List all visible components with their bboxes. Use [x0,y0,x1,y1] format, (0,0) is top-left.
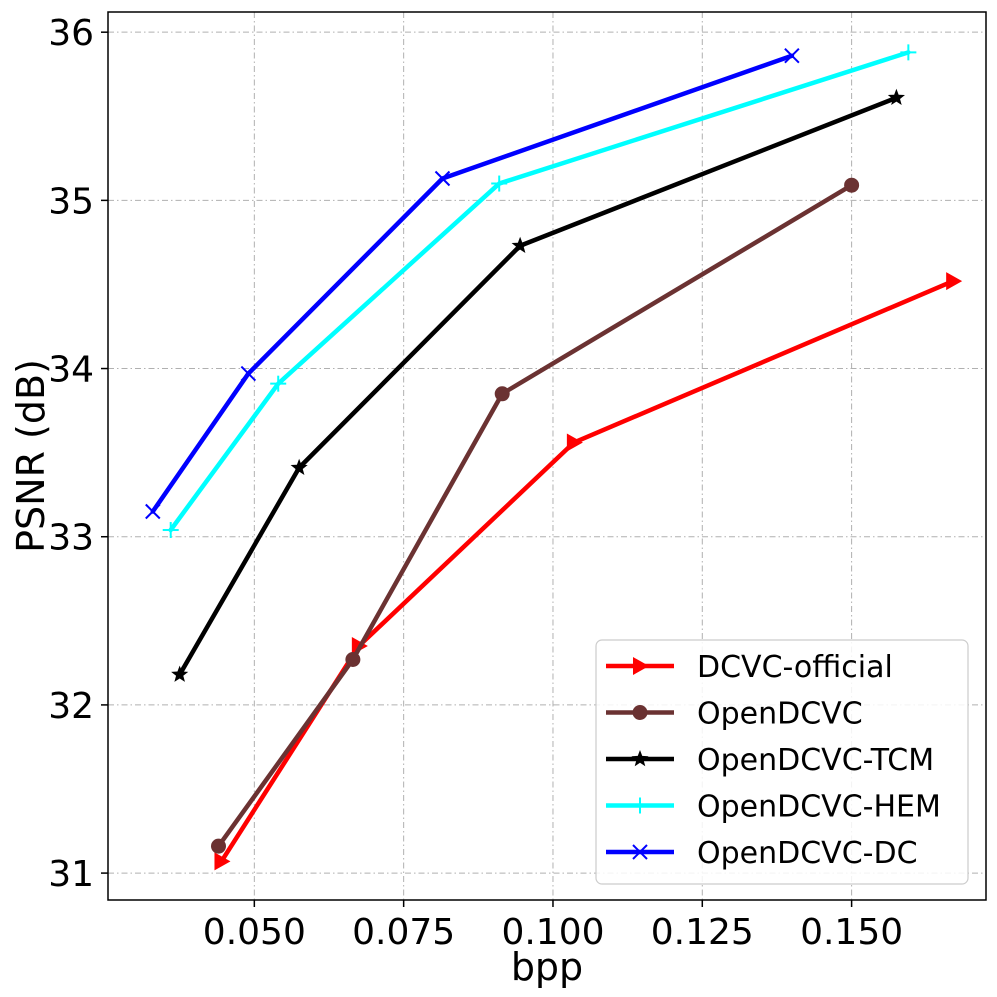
legend-item-4: OpenDCVC-DC [606,836,918,871]
legend-marker-1 [632,705,648,720]
data-point-0-2 [566,433,583,452]
plot-frame [107,11,987,901]
data-point-3-3 [900,44,917,61]
y-tick-label-5: 36 [48,13,94,54]
series-line-2 [177,95,899,677]
series-2 [171,88,905,682]
legend-label-2: OpenDCVC-TCM [697,743,934,778]
legend-item-1: OpenDCVC [606,697,863,732]
data-point-1-0 [210,838,226,854]
legend-item-0: DCVC-official [606,650,893,685]
series-0 [214,272,963,871]
data-point-0-0 [214,852,231,871]
data-point-3-2 [491,175,508,192]
x-tick-label-1: 0.075 [352,912,455,953]
series-4 [145,48,800,520]
legend-box [595,639,969,885]
legend-marker-4 [632,844,648,860]
legend-label-1: OpenDCVC [697,697,863,732]
data-point-4-2 [434,170,451,187]
y-tick-label-1: 32 [48,686,94,727]
series-line-3 [168,50,911,533]
legend-label-3: OpenDCVC-HEM [697,790,941,825]
legend-marker-0 [633,657,649,675]
data-point-0-3 [946,272,963,291]
series-3 [162,44,917,538]
x-tick-label-4: 0.150 [800,912,903,953]
y-axis-label: PSNR (dB) [9,359,53,553]
series-line-4 [150,53,795,514]
legend-item-3: OpenDCVC-HEM [606,790,941,825]
series-line-0 [219,278,956,864]
data-point-1-2 [494,386,510,402]
x-tick-label-3: 0.125 [651,912,754,953]
legend-marker-3 [632,797,648,814]
y-tick-label-2: 33 [48,518,94,559]
data-point-1-3 [844,177,860,193]
y-tick-label-3: 34 [48,350,94,391]
legend-label-0: DCVC-official [697,650,893,685]
series-line-1 [216,182,854,849]
data-point-4-0 [145,503,161,520]
data-point-4-3 [784,48,800,64]
data-point-2-2 [511,236,529,254]
data-point-2-1 [290,458,308,476]
x-tick-label-2: 0.100 [501,912,604,953]
data-point-3-0 [162,522,179,538]
data-point-1-1 [345,652,361,667]
data-point-3-1 [270,375,287,392]
y-tick-label-4: 35 [48,181,94,222]
data-point-2-3 [887,88,905,106]
x-tick-label-0: 0.050 [203,912,306,953]
legend-item-2: OpenDCVC-TCM [606,743,934,778]
legend-label-4: OpenDCVC-DC [697,836,918,871]
x-axis-label: bpp [511,945,583,989]
series-1 [210,177,860,854]
y-tick-label-0: 31 [48,854,94,895]
series-layer [145,44,963,871]
data-point-2-0 [171,665,189,682]
ticks: 0.050 0.075 0.100 0.125 0.150 31 32 33 34 35 36 [48,13,903,953]
data-point-4-1 [240,365,257,382]
legend-marker-2 [631,750,649,767]
legend: DCVC-official OpenDCVC OpenDCVC-TCM OpenDCV… [595,639,969,885]
